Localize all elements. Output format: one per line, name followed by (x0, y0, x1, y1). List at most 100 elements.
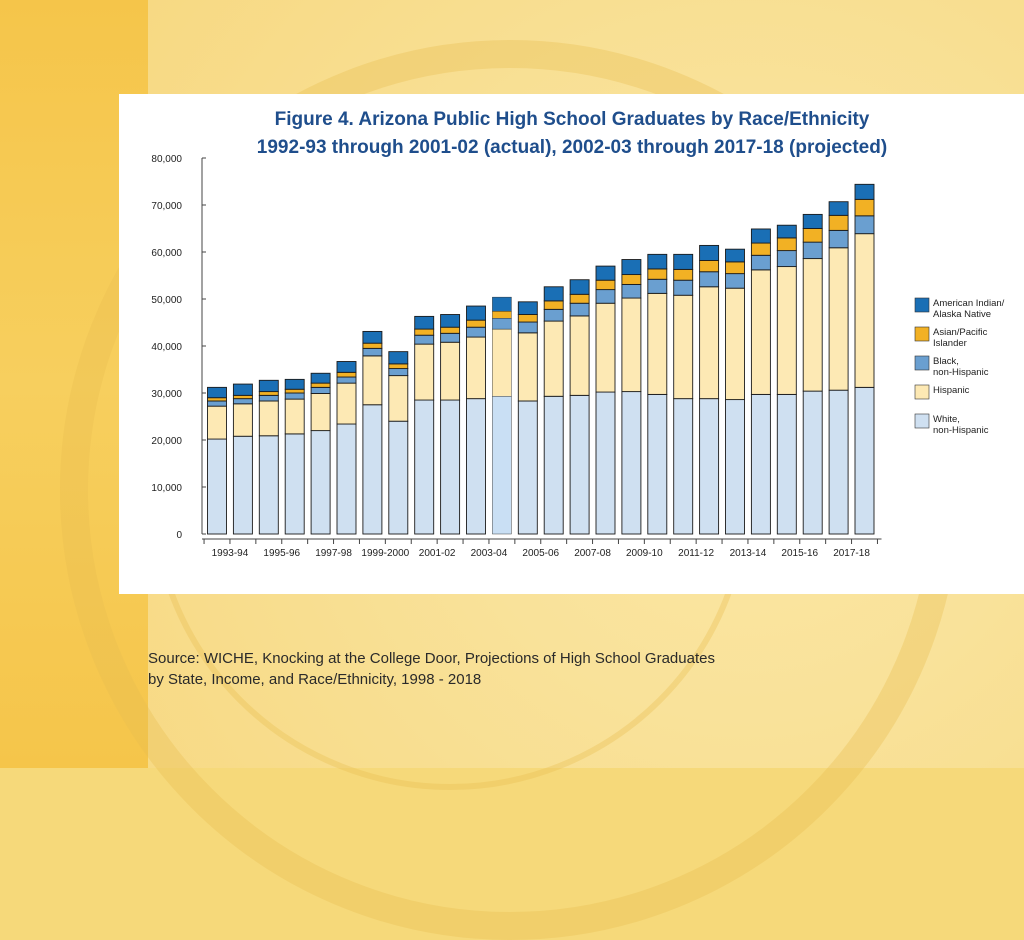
legend-item: American Indian/Alaska Native (914, 297, 1005, 320)
bar-segment-1 (492, 396, 512, 535)
bar-segment-3 (595, 289, 616, 304)
bar-segment-1 (440, 399, 461, 535)
bar-stack-2013-14 (750, 228, 771, 535)
bar-segment-4 (750, 242, 771, 256)
bar-segment-2 (466, 336, 486, 400)
bar-segment-5 (414, 315, 435, 330)
bar-segment-1 (414, 399, 435, 535)
x-axis: 1993-94 1995-96 1997-98 1999-2000 2001-02 200… (202, 538, 882, 559)
bar-segment-1 (258, 435, 279, 535)
bar-segment-5 (854, 183, 875, 200)
bar-segment-3 (776, 250, 797, 268)
bar-segment-2 (543, 320, 564, 397)
bar-segment-4 (621, 274, 642, 285)
bar-segment-1 (284, 433, 305, 535)
bar-segment-4 (440, 326, 461, 334)
bar-segment-4 (310, 382, 331, 388)
bar-segment-2 (854, 233, 875, 388)
bar-segment-2 (699, 286, 720, 400)
bar-segment-2 (673, 294, 694, 400)
bar-segment-4 (284, 388, 305, 394)
bar-segment-5 (673, 253, 694, 270)
bar-stack-2010-11 (673, 253, 694, 535)
bar-segment-4 (569, 293, 590, 304)
bar-segment-3 (621, 283, 642, 299)
legend-swatch (914, 297, 930, 313)
legend-label: Islander (933, 338, 967, 349)
bar-segment-5 (466, 305, 486, 321)
bar-stack-2007-08 (595, 265, 616, 535)
x-tick-label: 1999-2000 (361, 548, 409, 559)
bar-segment-3 (854, 215, 875, 235)
bar-segment-5 (440, 314, 461, 328)
y-tick-label: 50,000 (151, 295, 182, 306)
legend-swatch (914, 355, 930, 371)
bar-segment-5 (802, 213, 823, 229)
x-tick-label: 2001-02 (419, 548, 456, 559)
bar-segment-4 (492, 311, 512, 319)
bar-segment-5 (284, 378, 305, 390)
bar-segment-3 (517, 321, 538, 334)
y-tick-label: 60,000 (151, 248, 182, 259)
bar-stack-2004-05 (517, 301, 538, 535)
legend-label: Asian/Pacific (933, 327, 988, 338)
bar-segment-2 (207, 405, 227, 440)
bar-stack-1993-94 (232, 383, 253, 535)
bar-segment-4 (854, 198, 875, 217)
stacked-bar-chart: Figure 4. Arizona Public High School Gra… (151, 109, 1005, 559)
bar-segment-5 (595, 265, 616, 281)
bar-stack-1994-95 (258, 379, 279, 535)
bar-segment-3 (336, 376, 357, 384)
y-tick-label: 40,000 (151, 342, 182, 353)
bar-segment-5 (388, 351, 409, 365)
y-tick-label: 0 (176, 530, 182, 541)
bar-stack-2000-01 (414, 315, 435, 535)
y-tick-label: 30,000 (151, 389, 182, 400)
bar-stack-2008-09 (621, 259, 642, 535)
bar-stack-2011-12 (699, 244, 720, 535)
bar-segment-5 (647, 253, 668, 270)
bar-segment-5 (207, 386, 227, 399)
bar-stack-2006-07 (569, 279, 590, 535)
bar-segment-1 (750, 393, 771, 535)
bar-segment-1 (517, 400, 538, 535)
bar-segment-2 (336, 382, 357, 425)
bar-segment-5 (750, 228, 771, 244)
bar-segment-3 (828, 229, 849, 249)
bar-stack-2009-10 (647, 253, 668, 535)
bar-segment-5 (336, 361, 357, 373)
bar-segment-3 (310, 386, 331, 394)
y-axis-ticks: 0 10,000 20,000 30,000 40,000 50,000 60,000 70,… (151, 154, 206, 541)
bar-segment-4 (647, 268, 668, 280)
bar-segment-3 (258, 394, 279, 402)
bar-segment-5 (569, 279, 590, 295)
x-tick-label: 1995-96 (263, 548, 300, 559)
bar-segment-3 (207, 400, 227, 407)
bar-segment-3 (284, 392, 305, 400)
bar-segment-4 (725, 261, 745, 275)
bar-segment-5 (725, 248, 745, 263)
bar-segment-3 (699, 271, 720, 288)
bar-segment-1 (828, 389, 849, 535)
bar-segment-5 (543, 286, 564, 302)
bar-segment-1 (310, 430, 331, 535)
y-tick-label: 70,000 (151, 201, 182, 212)
bar-segment-4 (232, 394, 253, 400)
bar-stack-2014-15 (776, 224, 797, 535)
bar-segment-2 (310, 393, 331, 432)
bar-segment-2 (802, 258, 823, 392)
bar-segment-1 (388, 420, 409, 535)
bar-segment-4 (466, 319, 486, 328)
bar-segment-4 (258, 391, 279, 396)
bar-segment-1 (569, 394, 590, 535)
bar-segment-5 (828, 201, 849, 216)
bar-segment-2 (621, 297, 642, 393)
legend-item: White,non-Hispanic (914, 413, 989, 436)
bar-segment-3 (569, 302, 590, 317)
bar-stack-1995-96 (284, 378, 305, 535)
bar-segment-2 (517, 332, 538, 402)
bar-segment-3 (492, 318, 512, 330)
bar-segment-2 (414, 343, 435, 401)
bar-stack-2003-04 (492, 296, 512, 535)
